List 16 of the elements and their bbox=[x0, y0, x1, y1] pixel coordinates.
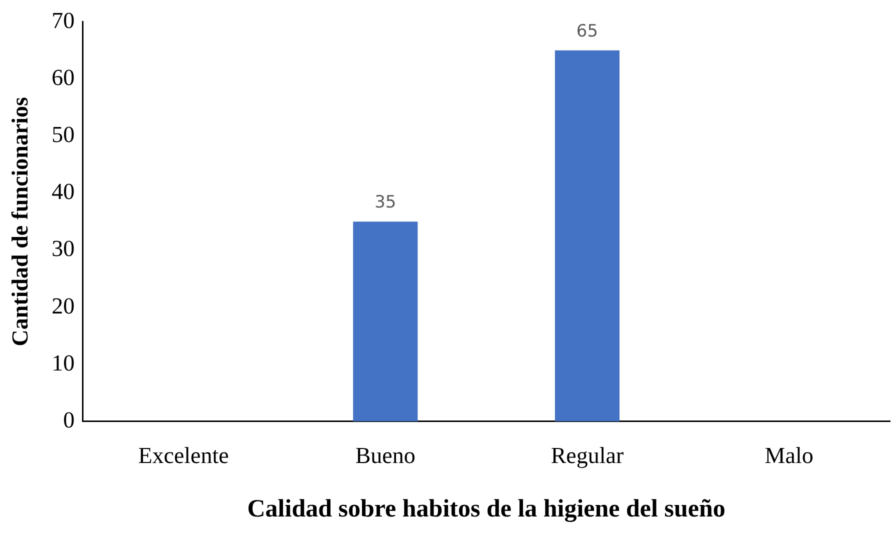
x-tick-label: Malo bbox=[764, 443, 814, 468]
y-tick-label: 70 bbox=[52, 8, 75, 33]
y-tick-label: 60 bbox=[52, 64, 75, 90]
data-label: 65 bbox=[576, 21, 598, 42]
y-tick-label: 0 bbox=[63, 407, 75, 432]
y-tick-label: 50 bbox=[52, 122, 75, 148]
y-tick-label: 30 bbox=[52, 236, 75, 262]
x-tick-label: Bueno bbox=[355, 443, 416, 468]
y-tick-label: 20 bbox=[52, 293, 75, 318]
data-label: 35 bbox=[374, 192, 396, 213]
x-tick-label: Regular bbox=[550, 443, 624, 468]
x-axis-title: Calidad sobre habitos de la higiene del sueño bbox=[247, 495, 726, 522]
x-tick-label: Excelente bbox=[138, 443, 229, 468]
y-tick-label: 10 bbox=[52, 350, 75, 376]
y-axis-title: Cantidad de funcionarios bbox=[8, 96, 33, 346]
y-tick-label: 40 bbox=[52, 179, 75, 204]
